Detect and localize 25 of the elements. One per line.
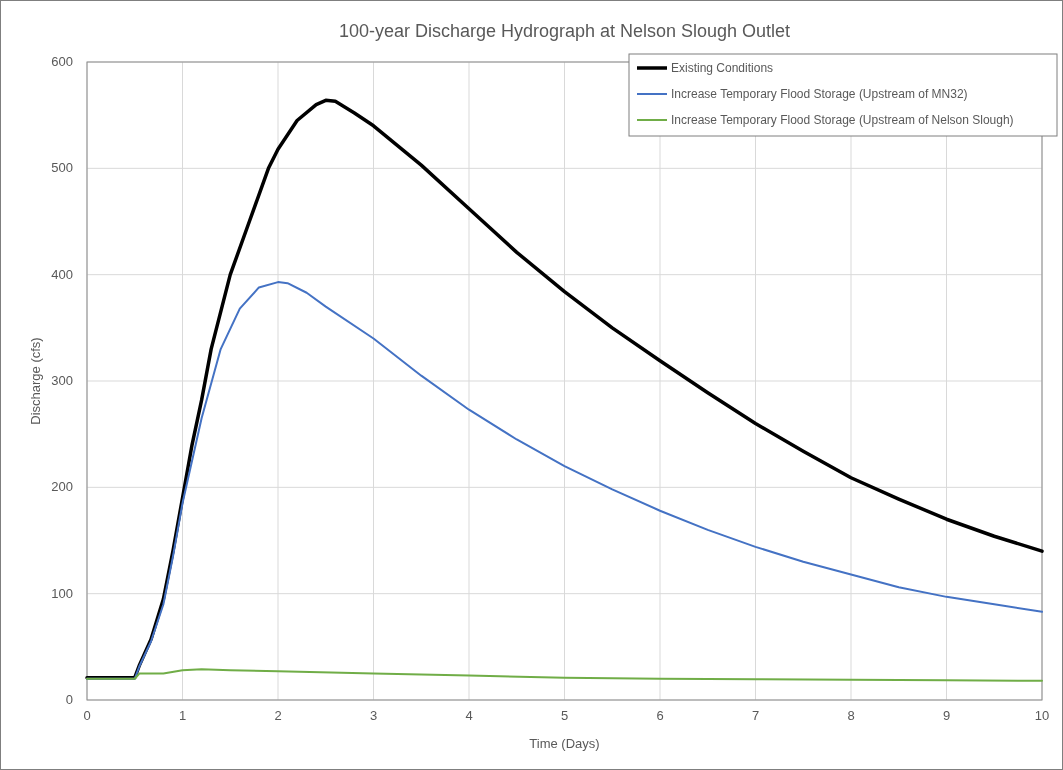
legend-label: Increase Temporary Flood Storage (Upstream of Nelson Slough) bbox=[671, 113, 1014, 127]
x-tick-label: 9 bbox=[942, 708, 951, 723]
line-series bbox=[86, 668, 1043, 682]
y-tick-label: 400 bbox=[51, 266, 73, 282]
x-tick-label: 7 bbox=[751, 708, 760, 723]
x-tick-label: 1 bbox=[178, 708, 187, 723]
chart-title: 100-year Discharge Hydrograph at Nelson Slough Outlet bbox=[338, 21, 791, 41]
legend-label: Existing Conditions bbox=[671, 61, 774, 75]
x-tick-label: 6 bbox=[656, 708, 664, 723]
y-tick-label: 200 bbox=[51, 479, 73, 495]
y-axis-title: Discharge (cfs) bbox=[28, 337, 43, 425]
y-tick-label: 0 bbox=[65, 692, 73, 707]
y-tick-label: 100 bbox=[51, 585, 73, 601]
x-tick-label: 4 bbox=[465, 708, 473, 723]
y-tick-label: 600 bbox=[51, 54, 73, 69]
x-tick-label: 2 bbox=[274, 708, 282, 723]
legend-label: Increase Temporary Flood Storage (Upstream of MN32) bbox=[671, 87, 968, 101]
x-tick-label: 10 bbox=[1034, 708, 1050, 723]
x-tick-label: 3 bbox=[369, 708, 378, 723]
x-tick-label: 0 bbox=[83, 708, 91, 723]
y-tick-label: 500 bbox=[51, 160, 73, 176]
x-axis-title: Time (Days) bbox=[529, 736, 600, 751]
x-tick-label: 5 bbox=[560, 708, 569, 723]
x-tick-label: 8 bbox=[847, 708, 855, 723]
y-tick-label: 300 bbox=[51, 373, 73, 388]
